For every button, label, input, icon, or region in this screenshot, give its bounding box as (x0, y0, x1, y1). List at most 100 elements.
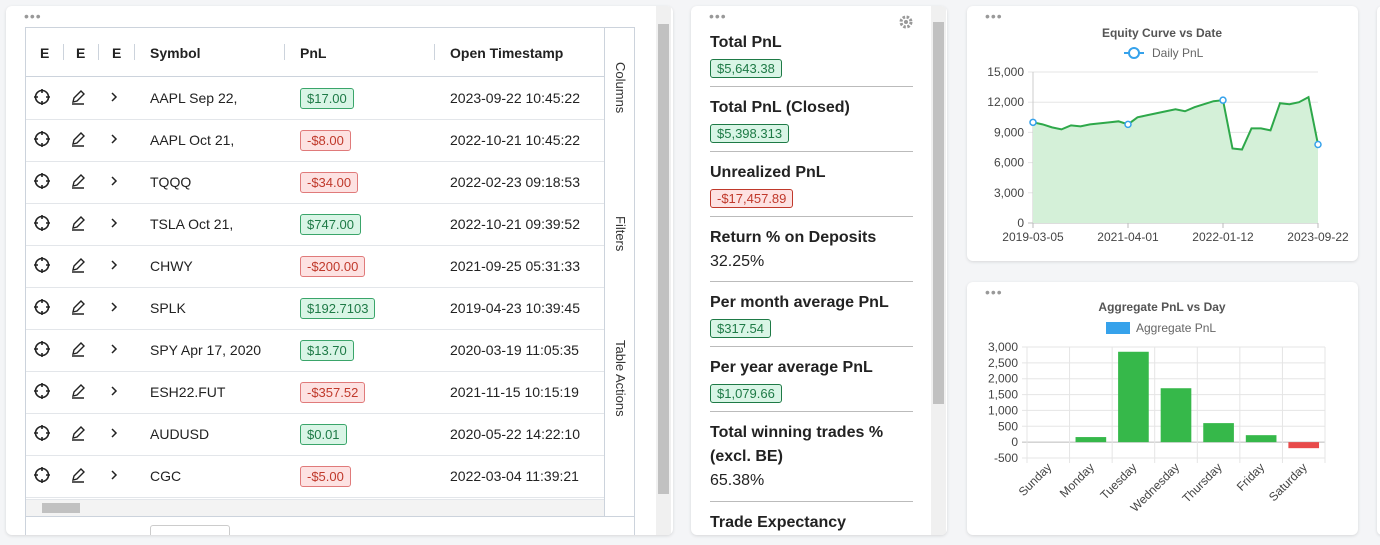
expand-icon[interactable] (106, 215, 122, 231)
column-separator (284, 44, 285, 60)
bar (1075, 437, 1107, 443)
expand-icon[interactable] (106, 383, 122, 399)
edit-icon[interactable] (70, 383, 86, 399)
drag-handle[interactable]: ••• (985, 284, 1003, 300)
point (1029, 118, 1037, 127)
timestamp-cell: 2020-03-19 11:05:35 (450, 342, 579, 358)
timestamp-cell: 2022-10-21 10:45:22 (450, 132, 580, 148)
expand-icon[interactable] (106, 341, 122, 357)
edit-icon[interactable] (70, 467, 86, 483)
x-tick-label: Sunday (1016, 460, 1055, 499)
trades-table: E E E Symbol PnL Open Timestamp AAPL Sep 22, $… (25, 27, 635, 535)
stat-label: Total winning trades % (excl. BE) (710, 424, 884, 465)
target-icon[interactable] (34, 131, 50, 147)
side-bar: Columns Filters Table Actions (604, 28, 634, 516)
expand-icon[interactable] (106, 257, 122, 273)
stat-label: Total PnL (710, 34, 782, 51)
stat-label: Per year average PnL (710, 359, 873, 376)
timestamp-cell: 2021-11-15 10:15:19 (450, 384, 579, 400)
stat-label: Return % on Deposits (710, 229, 877, 246)
edit-icon[interactable] (70, 257, 86, 273)
stat-item: Total winning trades % (excl. BE) 65.38% (710, 421, 913, 502)
table-row: SPY Apr 17, 2020 $13.70 2020-03-19 11:05:3… (26, 329, 604, 372)
drag-handle[interactable]: ••• (709, 8, 727, 24)
symbol-cell: AAPL Sep 22, (150, 90, 238, 106)
symbol-cell: CGC (150, 468, 182, 484)
v-scroll-thumb[interactable] (933, 22, 944, 404)
edit-icon[interactable] (70, 173, 86, 189)
chart-title: Equity Curve vs Date (1102, 26, 1222, 40)
target-icon[interactable] (34, 383, 50, 399)
stat-value: $5,643.38 (710, 59, 782, 78)
stat-label: Unrealized PnL (710, 164, 826, 181)
column-header: E (40, 45, 50, 61)
h-scroll-thumb[interactable] (42, 503, 80, 513)
timestamp-cell: 2022-03-04 11:39:21 (450, 468, 579, 484)
expand-icon[interactable] (106, 467, 122, 483)
target-icon[interactable] (34, 425, 50, 441)
table-row: CHWY -$200.00 2021-09-25 05:31:33 (26, 245, 604, 288)
target-icon[interactable] (34, 173, 50, 189)
target-icon[interactable] (34, 257, 50, 273)
bar (1203, 423, 1234, 443)
bar (1288, 442, 1320, 449)
expand-icon[interactable] (106, 131, 122, 147)
y-tick-label: 0 (1017, 216, 1024, 230)
target-icon[interactable] (34, 89, 50, 105)
edit-icon[interactable] (70, 425, 86, 441)
y-tick-label: 1,000 (988, 403, 1018, 417)
timestamp-cell: 2021-09-25 05:31:33 (450, 258, 580, 274)
symbol-cell: SPLK (150, 300, 186, 316)
stat-item: Unrealized PnL -$17,457.89 (710, 161, 913, 217)
target-icon[interactable] (34, 467, 50, 483)
table-row: AAPL Sep 22, $17.00 2023-09-22 10:45:22 (26, 77, 604, 120)
target-icon[interactable] (34, 341, 50, 357)
v-scrollbar[interactable] (656, 6, 671, 535)
drag-handle[interactable]: ••• (985, 8, 1003, 24)
edit-icon[interactable] (70, 341, 86, 357)
table-header: E E E Symbol PnL Open Timestamp (26, 28, 604, 77)
stat-value: 65.38% (710, 472, 765, 489)
side-tab[interactable]: Table Actions (613, 340, 628, 417)
y-tick-label: 0 (1011, 435, 1018, 449)
pnl-badge: -$34.00 (300, 172, 359, 193)
side-tab[interactable]: Filters (613, 216, 628, 252)
edit-icon[interactable] (70, 215, 86, 231)
x-tick-label: Saturday (1266, 460, 1310, 504)
expand-icon[interactable] (106, 89, 122, 105)
v-scroll-thumb[interactable] (658, 24, 669, 494)
stat-item: Total PnL (Closed) $5,398.313 (710, 96, 913, 152)
edit-icon[interactable] (70, 131, 86, 147)
expand-icon[interactable] (106, 299, 122, 315)
v-scrollbar[interactable] (931, 6, 946, 535)
side-tab[interactable]: Columns (613, 62, 628, 114)
point (1219, 96, 1227, 104)
page-size-input[interactable] (150, 525, 230, 535)
pnl-badge: -$5.00 (300, 466, 351, 487)
stat-value: $1,079.66 (710, 384, 782, 403)
legend-swatch (1128, 47, 1140, 59)
expand-icon[interactable] (106, 173, 122, 189)
y-tick-label: 1,500 (988, 388, 1018, 402)
y-tick-label: 2,500 (988, 356, 1018, 370)
stat-value: 32.25% (710, 253, 765, 270)
x-tick-label: Thursday (1179, 460, 1224, 505)
x-tick-label: Friday (1234, 460, 1267, 493)
timestamp-cell: 2020-05-22 14:22:10 (450, 426, 580, 442)
drag-handle[interactable]: ••• (24, 8, 42, 24)
settings-icon[interactable] (898, 14, 914, 30)
h-scrollbar[interactable] (26, 499, 604, 516)
edit-icon[interactable] (70, 299, 86, 315)
bar (1160, 388, 1192, 443)
pnl-badge: -$8.00 (300, 130, 351, 151)
expand-icon[interactable] (106, 425, 122, 441)
symbol-cell: TSLA Oct 21, (150, 216, 234, 232)
target-icon[interactable] (34, 299, 50, 315)
x-tick-label: Tuesday (1097, 460, 1139, 502)
legend-swatch (1106, 322, 1130, 334)
target-icon[interactable] (34, 215, 50, 231)
edit-icon[interactable] (70, 89, 86, 105)
x-tick-label: 2023-09-22 (1287, 230, 1349, 244)
table-row: SPLK $192.7103 2019-04-23 10:39:45 (26, 287, 604, 330)
